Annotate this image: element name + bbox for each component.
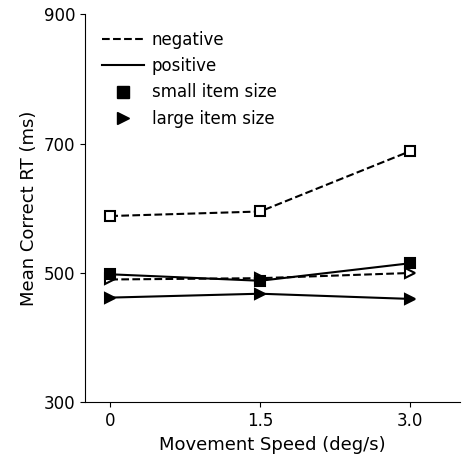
Legend: negative, positive, small item size, large item size: negative, positive, small item size, lar…: [94, 22, 285, 136]
X-axis label: Movement Speed (deg/s): Movement Speed (deg/s): [159, 436, 386, 454]
Y-axis label: Mean Correct RT (ms): Mean Correct RT (ms): [20, 110, 38, 306]
